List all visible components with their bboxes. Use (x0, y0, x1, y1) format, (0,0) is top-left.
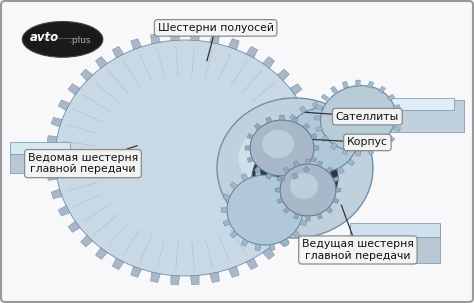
Ellipse shape (217, 98, 373, 238)
Polygon shape (315, 154, 324, 162)
Polygon shape (313, 102, 319, 109)
Polygon shape (247, 157, 254, 162)
Polygon shape (316, 126, 323, 132)
Polygon shape (326, 171, 331, 178)
Polygon shape (316, 105, 323, 110)
Ellipse shape (320, 85, 396, 150)
Ellipse shape (65, 49, 305, 267)
Polygon shape (269, 244, 275, 251)
Polygon shape (378, 143, 386, 150)
Polygon shape (378, 86, 386, 93)
Polygon shape (210, 33, 219, 44)
Ellipse shape (290, 173, 318, 199)
Polygon shape (223, 220, 230, 226)
Polygon shape (300, 220, 307, 226)
Polygon shape (282, 239, 289, 247)
Polygon shape (310, 134, 317, 139)
Polygon shape (68, 221, 80, 232)
Polygon shape (289, 114, 297, 121)
Polygon shape (210, 272, 219, 282)
Polygon shape (314, 116, 320, 120)
Polygon shape (300, 167, 307, 174)
Ellipse shape (227, 175, 303, 245)
Polygon shape (300, 206, 312, 216)
Polygon shape (289, 159, 297, 166)
Polygon shape (290, 221, 302, 232)
Polygon shape (354, 149, 361, 155)
Polygon shape (95, 248, 108, 259)
Polygon shape (317, 213, 322, 219)
Polygon shape (230, 231, 237, 238)
Polygon shape (241, 239, 248, 247)
Polygon shape (321, 135, 329, 142)
Polygon shape (337, 167, 345, 174)
Polygon shape (254, 123, 261, 130)
Polygon shape (292, 173, 298, 179)
Polygon shape (246, 46, 258, 58)
Polygon shape (367, 81, 374, 88)
Polygon shape (266, 117, 272, 123)
Polygon shape (131, 38, 142, 50)
Polygon shape (357, 138, 363, 142)
Text: Ведущая шестерня
главной передачи: Ведущая шестерня главной передачи (302, 239, 414, 261)
Polygon shape (387, 135, 395, 142)
Polygon shape (396, 116, 402, 120)
Polygon shape (241, 173, 248, 181)
Polygon shape (171, 31, 180, 41)
Polygon shape (255, 169, 261, 176)
Polygon shape (277, 198, 283, 204)
Polygon shape (281, 138, 287, 142)
Polygon shape (150, 33, 160, 44)
Polygon shape (191, 275, 199, 285)
Ellipse shape (262, 130, 294, 158)
Polygon shape (283, 207, 290, 213)
Polygon shape (228, 266, 239, 278)
Polygon shape (317, 161, 322, 167)
Polygon shape (283, 149, 290, 155)
Polygon shape (51, 117, 62, 127)
Polygon shape (300, 100, 312, 110)
Polygon shape (300, 194, 307, 200)
Polygon shape (326, 102, 331, 109)
Polygon shape (277, 176, 283, 182)
Polygon shape (356, 150, 360, 156)
Polygon shape (313, 171, 319, 178)
Bar (10, 142, 70, 154)
Polygon shape (354, 125, 361, 131)
Polygon shape (356, 80, 360, 86)
Text: Корпус: Корпус (347, 137, 388, 148)
Ellipse shape (78, 61, 292, 255)
Polygon shape (223, 194, 230, 200)
Polygon shape (81, 69, 93, 81)
Polygon shape (313, 136, 323, 144)
Ellipse shape (252, 141, 338, 215)
Polygon shape (310, 157, 317, 162)
Polygon shape (112, 258, 124, 270)
Text: Шестерни полуосей: Шестерни полуосей (158, 23, 273, 33)
Polygon shape (308, 117, 319, 127)
Polygon shape (308, 189, 319, 199)
Polygon shape (292, 182, 300, 189)
Polygon shape (303, 208, 309, 212)
Polygon shape (342, 148, 348, 155)
Polygon shape (333, 198, 339, 204)
Polygon shape (263, 248, 274, 259)
Polygon shape (387, 94, 395, 101)
Polygon shape (393, 105, 401, 110)
Polygon shape (292, 231, 300, 238)
Polygon shape (46, 154, 55, 162)
Ellipse shape (280, 164, 336, 216)
Ellipse shape (250, 120, 314, 176)
Polygon shape (326, 207, 333, 213)
Polygon shape (330, 143, 337, 150)
Polygon shape (280, 115, 284, 120)
Bar (370, 98, 454, 110)
Polygon shape (191, 31, 199, 41)
Text: avto: avto (29, 31, 59, 44)
Polygon shape (367, 148, 374, 155)
Polygon shape (280, 176, 284, 181)
Polygon shape (336, 188, 341, 192)
Bar (380, 100, 464, 132)
Polygon shape (263, 57, 274, 68)
